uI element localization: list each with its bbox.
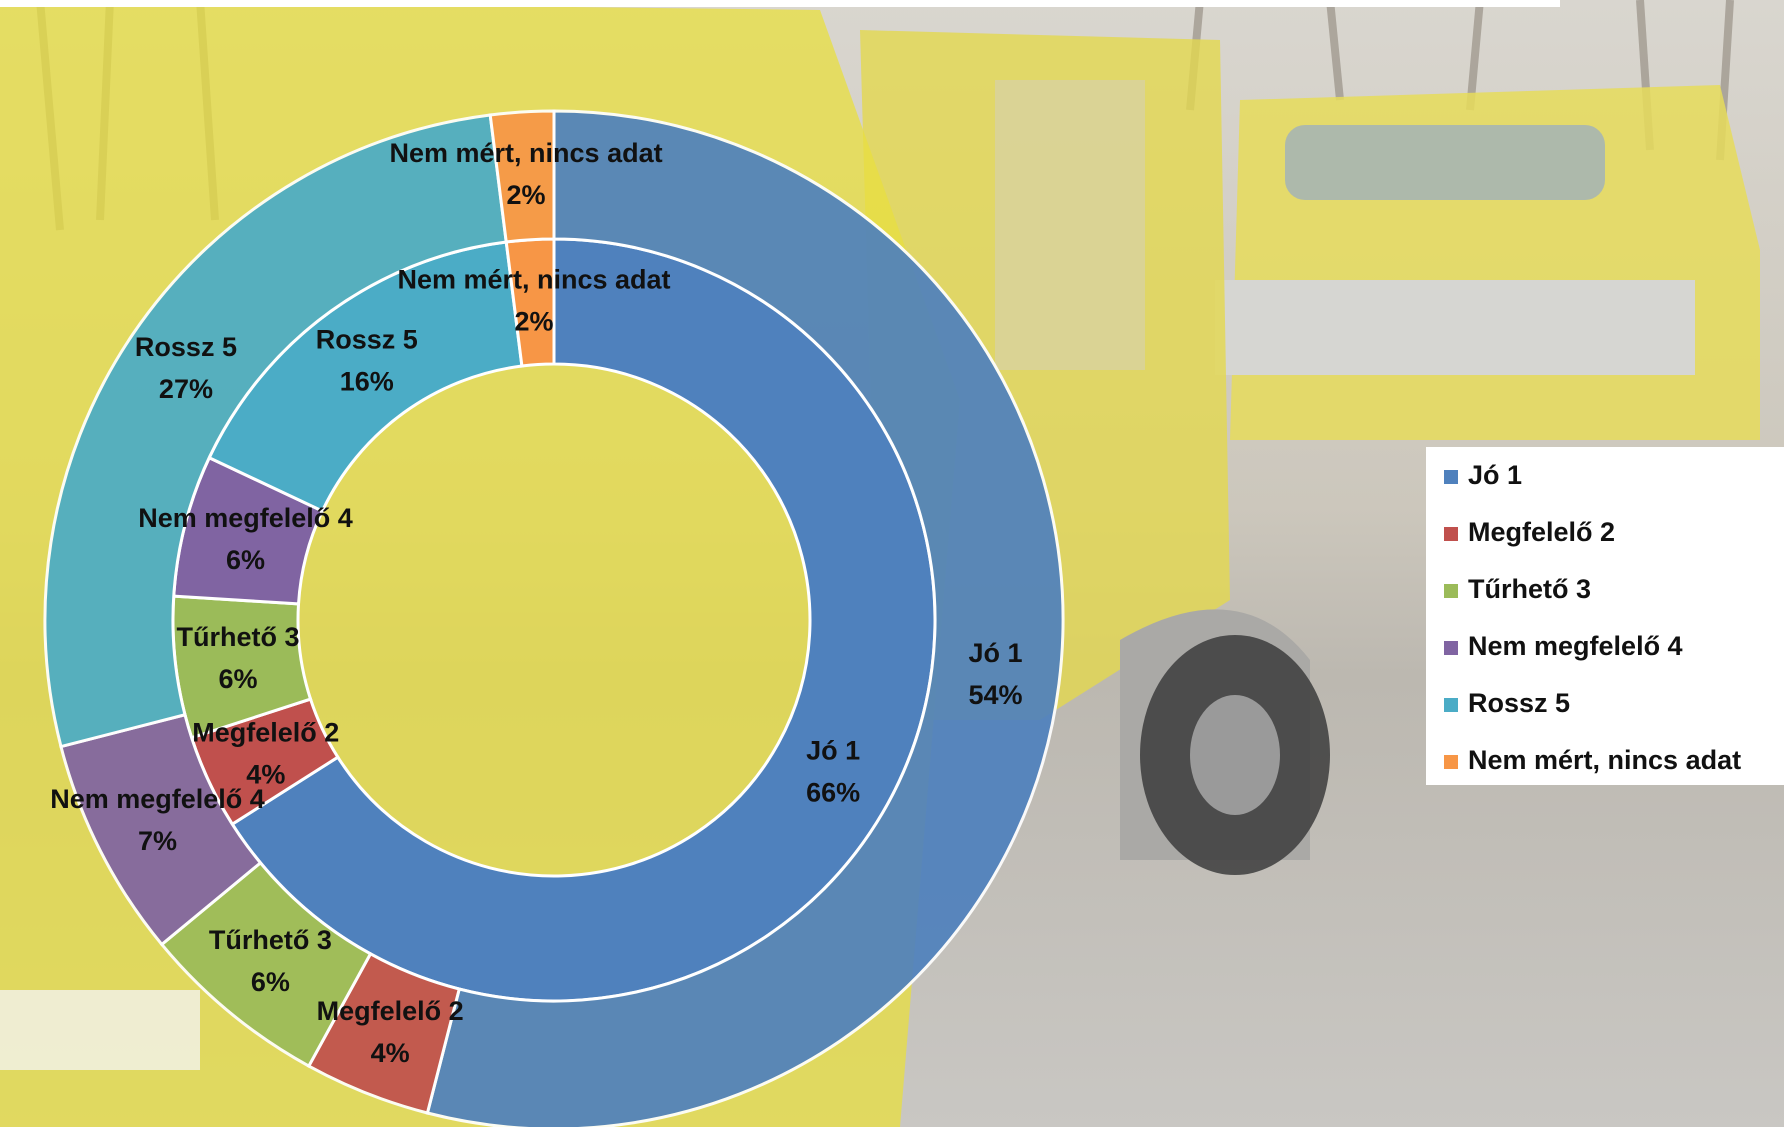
segment-value: 2%	[507, 180, 546, 210]
segment-value: 6%	[251, 967, 290, 997]
legend-swatch	[1444, 527, 1458, 541]
segment-value: 66%	[806, 778, 860, 808]
segment-category: Nem mért, nincs adat	[397, 264, 670, 294]
legend-label: Megfelelő 2	[1468, 517, 1615, 547]
donut	[43, 109, 1065, 1127]
segment-value: 54%	[968, 680, 1022, 710]
segment-value: 4%	[371, 1038, 410, 1068]
segment-category: Jó 1	[968, 638, 1022, 668]
segment-category: Nem megfelelő 4	[50, 784, 265, 814]
segment-category: Tűrhető 3	[177, 622, 300, 652]
legend-label: Rossz 5	[1468, 688, 1570, 718]
segment-value: 2%	[514, 306, 553, 336]
segment-value: 7%	[138, 826, 177, 856]
segment-value: 4%	[246, 760, 285, 790]
legend-label: Tűrhető 3	[1468, 574, 1591, 604]
legend: Jó 1 Megfelelő 2 Tűrhető 3 Nem megfelelő 4 R…	[1444, 460, 1741, 775]
segment-value: 6%	[226, 545, 265, 575]
legend-swatch	[1444, 470, 1458, 484]
segment-category: Megfelelő 2	[317, 996, 464, 1026]
segment-category: Tűrhető 3	[209, 925, 332, 955]
data-labels: Jó 1 66% Megfelelő 2 4% Tűrhető 3 6% Nem megfe…	[50, 138, 1022, 1068]
segment-category: Jó 1	[806, 736, 860, 766]
segment-value: 16%	[340, 366, 394, 396]
legend-swatch	[1444, 698, 1458, 712]
donut-segment	[425, 109, 1065, 1127]
segment-value: 27%	[159, 374, 213, 404]
legend-label: Nem megfelelő 4	[1468, 631, 1683, 661]
legend-swatch	[1444, 755, 1458, 769]
segment-category: Rossz 5	[135, 332, 237, 362]
segment-category: Nem mért, nincs adat	[390, 138, 663, 168]
segment-value: 6%	[218, 664, 257, 694]
legend-box	[1426, 447, 1784, 785]
legend-swatch	[1444, 584, 1458, 598]
donut-segment	[43, 113, 508, 749]
segment-category: Nem megfelelő 4	[138, 503, 353, 533]
segment-category: Megfelelő 2	[192, 718, 339, 748]
legend-label: Jó 1	[1468, 460, 1522, 490]
donut-segment	[488, 109, 556, 244]
legend-swatch	[1444, 641, 1458, 655]
segment-category: Rossz 5	[316, 324, 418, 354]
legend-label: Nem mért, nincs adat	[1468, 745, 1741, 775]
